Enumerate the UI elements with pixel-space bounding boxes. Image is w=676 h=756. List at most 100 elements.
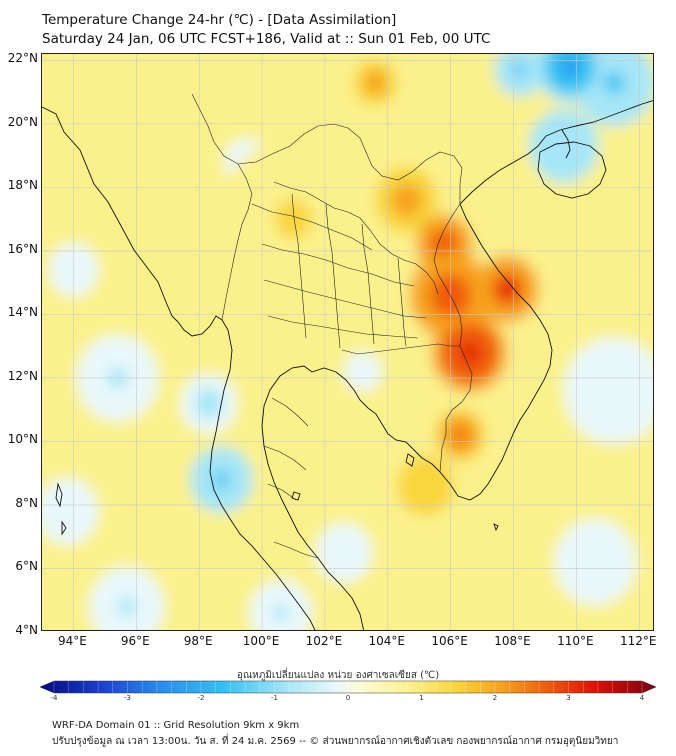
longitude-label: 102°E [305,634,343,648]
anomaly-contour [213,471,230,488]
coastline-cambodia [367,407,441,473]
temperature-anomaly-blob [218,139,369,300]
coastline-myanmar-west [42,106,179,323]
temperature-anomaly-blob [494,54,545,97]
latitude-label: 8°N [15,495,38,510]
temperature-map [42,54,653,630]
coastline-tenasserim [209,329,316,630]
anomaly-contour [201,395,216,411]
latitude-label: 18°N [7,178,38,193]
border-provinces-7 [397,257,407,347]
latitude-label: 14°N [7,305,38,320]
coastline-central-vietnam [459,203,553,395]
border-provinces-10 [263,445,307,471]
latitude-label: 20°N [7,114,38,129]
colorbar-tick-label: -1 [271,694,278,702]
coastline-nicobar [61,520,67,536]
colorbar-tick-label: 2 [492,694,498,702]
coastline-irrawaddy-delta [177,315,229,337]
anomaly-contour [416,475,435,496]
colorbar-tick-label: 1 [419,694,424,702]
anomaly-contour [369,76,381,89]
latitude-label: 4°N [15,623,38,637]
temperature-anomaly-blob [563,337,653,444]
anomaly-contour [499,280,516,298]
map-title: Temperature Change 24-hr (℃) - [Data Ass… [42,12,397,28]
graticule [42,54,653,630]
longitude-label: 104°E [368,634,406,648]
coastline-gulf-head [311,367,369,409]
border-myanmar-china [191,93,349,165]
temperature-anomaly-blob [535,54,605,104]
longitude-label: 108°E [494,634,531,648]
footer-model-info: WRF-DA Domain 01 :: Grid Resolution 9km … [52,720,300,731]
temperature-field [42,54,653,630]
footer-credit: ปรับปรุงข้อมูล ณ เวลา 13:00น. วัน ส. ที่… [52,736,619,747]
temperature-anomaly-blob [431,312,508,393]
border-laos-china [347,127,463,204]
anomaly-contour [513,63,527,77]
border-provinces-5 [325,203,341,349]
longitude-label: 100°E [242,634,280,648]
border-thai-cambodia [341,343,460,355]
border-thai-laos [273,181,439,295]
colorbar [40,680,656,694]
coastline [42,100,653,630]
coastline-samui [291,491,301,501]
colorbar-label: อุณหภูมิเปลี่ยนแปลง หน่วย องศาเซลเซียส (… [236,670,440,681]
colorbar-tick-label: -2 [197,694,205,702]
anomaly-contour [561,57,579,76]
anomaly-contour [453,428,467,442]
coastline-leizhou [561,129,571,159]
temperature-anomaly-blob [315,522,373,583]
temperature-anomaly-blob [554,518,637,606]
anomaly-contour [336,545,351,561]
border-cambodia-vietnam [439,345,473,473]
border-provinces-4 [291,193,307,339]
longitude-label: 110°E [557,634,594,648]
latitude-label: 6°N [15,559,38,574]
longitude-label: 96°E [120,634,150,648]
temperature-anomaly-blob [475,255,539,323]
temperature-anomaly-blob [353,59,398,106]
colorbar-tick-label: 4 [639,694,645,702]
latitude-label: 22°N [7,51,38,66]
longitude-label: 112°E [620,634,657,648]
coastline-mekong [439,393,537,501]
map-panel [41,53,654,631]
colorbar-tick-label: 0 [345,694,351,702]
longitude-label: 106°E [431,634,468,648]
anomaly-contour [155,105,180,131]
anomaly-contour [601,377,627,404]
anomaly-contour [117,596,137,617]
coastline-andaman [55,482,63,508]
border-provinces-8 [267,315,419,339]
temperature-anomaly-blob [387,445,464,526]
coastline-gulf-west [261,365,365,630]
anomaly-contour [585,551,606,573]
anomaly-contour [398,191,415,209]
border-thai-myanmar [221,163,253,321]
temperature-anomaly-blob [343,351,382,392]
coastline-hainan [537,141,607,199]
colorbar-tick-label: -3 [124,694,131,702]
anomaly-contour [357,366,368,377]
longitude-label: 94°E [57,634,87,648]
temperature-anomaly-blob [249,579,313,630]
colorbar-tick-label: -4 [50,694,58,702]
temperature-anomaly-blob [180,373,237,434]
coastline-tonkin [459,135,547,205]
anomaly-contour [273,604,289,622]
latitude-label: 16°N [7,241,38,256]
longitude-label: 98°E [183,634,213,648]
border-provinces-1 [251,203,373,251]
coastline-phu-quoc [405,453,415,467]
anomaly-contour [603,71,625,94]
coastline-con-dao [493,523,499,532]
colorbar-tick-marks [53,681,643,693]
colorbar-gradient [40,680,656,694]
latitude-label: 10°N [7,432,38,447]
border-provinces-2 [261,243,415,287]
border-provinces-3 [263,279,427,319]
anomaly-contour [437,237,452,253]
